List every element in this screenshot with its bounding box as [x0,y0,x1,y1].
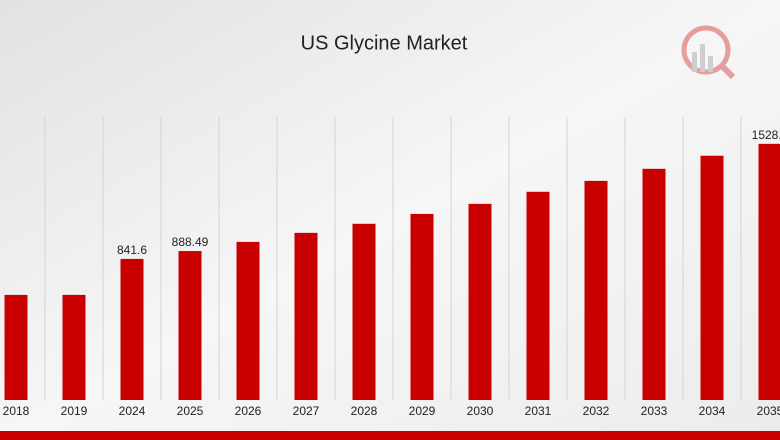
data-label: 1528.0 [752,128,780,142]
bar [526,191,550,400]
bar [468,203,492,400]
bar [758,143,780,400]
x-tick-label: 2030 [467,404,494,418]
x-tick-label: 2034 [699,404,726,418]
bar [4,294,28,400]
x-tick-label: 2026 [235,404,262,418]
bar [294,232,318,400]
x-tick-label: 2027 [293,404,320,418]
x-tick-label: 2018 [3,404,30,418]
x-tick-label: 2033 [641,404,668,418]
bar [62,294,86,400]
x-tick-label: 2025 [177,404,204,418]
data-label: 841.6 [117,243,147,257]
bar [120,258,144,400]
x-tick-label: 2024 [119,404,146,418]
x-tick-label: 2028 [351,404,378,418]
x-tick-label: 2029 [409,404,436,418]
bar [178,251,202,400]
x-tick-label: 2035 [757,404,780,418]
bar [236,241,260,400]
x-tick-label: 2031 [525,404,552,418]
logo [681,25,736,80]
bar [352,223,376,400]
x-tick-label: 2019 [61,404,88,418]
chart-title: US Glycine Market [301,32,468,54]
footer-band [0,431,780,440]
data-label: 888.49 [172,235,209,249]
bar [584,180,608,400]
x-tick-label: 2032 [583,404,610,418]
bar [642,168,666,400]
bar [700,155,724,400]
bar [410,213,434,400]
